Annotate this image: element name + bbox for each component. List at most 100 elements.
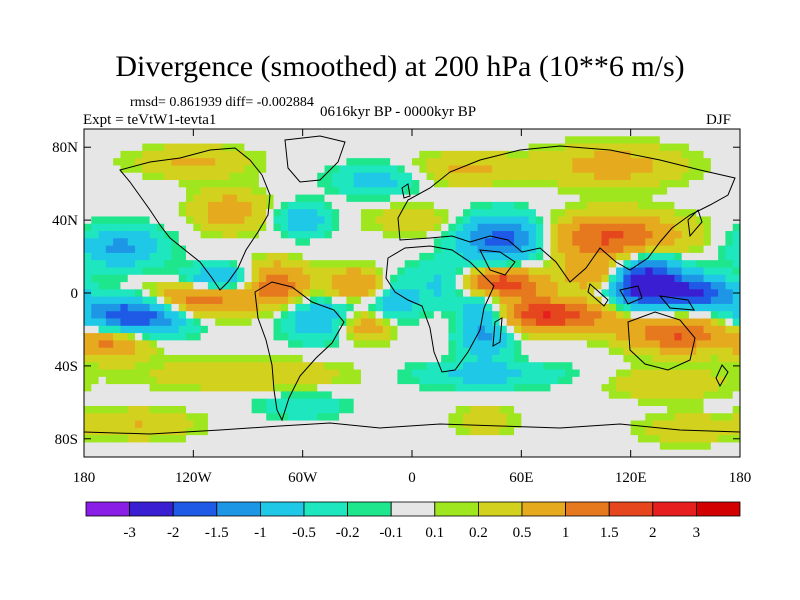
field-cell	[135, 442, 143, 451]
field-cell	[448, 354, 457, 363]
field-cell	[455, 413, 464, 422]
field-cell	[171, 435, 180, 443]
field-cell	[667, 136, 675, 145]
field-cell	[732, 282, 740, 290]
field-cell	[280, 260, 289, 268]
field-cell	[91, 136, 100, 145]
field-cell	[674, 180, 683, 188]
field-cell	[659, 274, 668, 283]
field-cell	[280, 201, 289, 210]
field-cell	[543, 311, 551, 320]
field-cell	[572, 194, 581, 203]
field-cell	[302, 201, 311, 210]
field-cell	[156, 267, 165, 276]
field-cell	[710, 362, 719, 371]
field-cell	[477, 449, 486, 457]
field-cell	[375, 231, 384, 239]
field-cell	[149, 325, 158, 334]
field-cell	[433, 449, 442, 457]
field-cell	[492, 165, 500, 174]
field-cell	[652, 369, 661, 378]
field-cell	[113, 143, 121, 152]
field-cell	[186, 180, 194, 188]
field-cell	[455, 405, 464, 414]
field-cell	[528, 158, 537, 166]
coastline-north-america	[119, 147, 271, 291]
field-cell	[317, 391, 326, 400]
field-cell	[688, 354, 697, 363]
field-cell	[302, 354, 311, 363]
field-cell	[382, 347, 391, 356]
field-cell	[557, 165, 566, 174]
field-cell	[426, 427, 435, 436]
field-cell	[506, 223, 515, 232]
field-cell	[302, 187, 311, 196]
field-cell	[674, 187, 683, 196]
field-cell	[186, 325, 194, 334]
field-cell	[273, 201, 282, 210]
field-cell	[390, 260, 398, 268]
field-cell	[222, 150, 231, 159]
field-cell	[594, 449, 603, 457]
field-cell	[710, 369, 719, 378]
field-cell	[535, 209, 544, 217]
field-cell	[91, 267, 100, 276]
field-cell	[419, 311, 428, 320]
field-cell	[426, 165, 435, 174]
field-cell	[455, 274, 464, 283]
field-cell	[477, 362, 486, 371]
field-cell	[360, 427, 369, 436]
field-cell	[674, 238, 683, 247]
field-cell	[718, 216, 726, 225]
field-cell	[222, 231, 231, 239]
field-cell	[412, 325, 420, 334]
field-cell	[630, 136, 639, 145]
field-cell	[186, 209, 194, 217]
field-cell	[375, 369, 384, 378]
field-cell	[339, 150, 347, 159]
field-cell	[244, 187, 253, 196]
field-cell	[572, 340, 581, 349]
field-cell	[135, 194, 143, 203]
field-cell	[317, 187, 326, 196]
field-cell	[84, 180, 92, 188]
field-cell	[645, 158, 654, 166]
field-cell	[222, 282, 231, 290]
field-cell	[382, 136, 391, 145]
colorbar-swatch	[259, 501, 305, 517]
field-cell	[113, 180, 121, 188]
field-cell	[732, 354, 740, 363]
field-cell	[207, 143, 216, 152]
field-cell	[630, 143, 639, 152]
field-cell	[280, 209, 289, 217]
field-cell	[681, 260, 690, 268]
field-cell	[616, 427, 624, 436]
field-cell	[659, 158, 668, 166]
field-cell	[273, 420, 282, 429]
field-cell	[535, 347, 544, 356]
field-cell	[91, 201, 100, 210]
field-cell	[317, 282, 326, 290]
field-cell	[251, 311, 260, 320]
field-cell	[222, 143, 231, 152]
colorbar-swatch	[347, 501, 392, 517]
field-cell	[696, 165, 705, 174]
field-cell	[433, 129, 442, 137]
field-cell	[616, 238, 624, 247]
field-cell	[601, 238, 610, 247]
field-cell	[273, 150, 282, 159]
field-cell	[200, 165, 209, 174]
field-cell	[171, 449, 180, 457]
field-cell	[346, 267, 355, 276]
field-cell	[331, 413, 340, 422]
field-cell	[565, 296, 573, 305]
field-cell	[433, 238, 442, 247]
field-cell	[390, 303, 398, 312]
field-cell	[120, 194, 129, 203]
field-cell	[84, 333, 92, 341]
field-cell	[331, 325, 340, 334]
field-cell	[309, 194, 318, 203]
field-cell	[521, 201, 530, 210]
field-cell	[586, 274, 595, 283]
field-cell	[521, 347, 530, 356]
